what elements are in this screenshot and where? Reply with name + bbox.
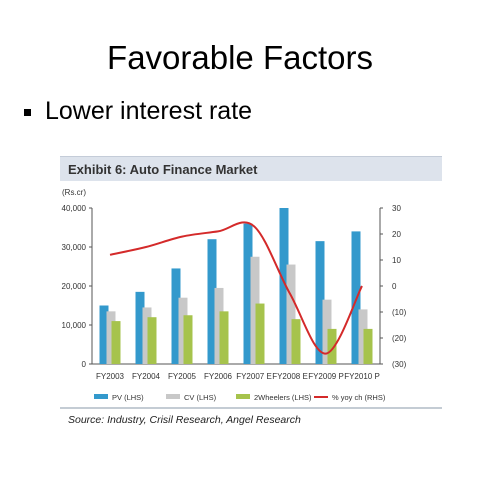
bar-pv: [207, 239, 217, 364]
right-tick-label: (20): [392, 334, 407, 343]
x-tick-label: FY2008 E: [272, 372, 308, 381]
x-tick-label: FY2007 E: [236, 372, 272, 381]
bar-cv: [178, 297, 188, 364]
bar-cv: [358, 309, 368, 364]
legend-label: % yoy ch (RHS): [332, 393, 386, 402]
x-tick-label: FY2005: [168, 372, 197, 381]
bar-2wheelers: [291, 319, 301, 364]
bar-pv: [99, 305, 109, 364]
left-tick-label: 0: [82, 360, 87, 369]
bar-pv: [279, 208, 289, 364]
bullet-text: Lower interest rate: [45, 97, 253, 125]
bar-cv: [106, 311, 116, 364]
bar-cv: [214, 287, 224, 364]
bar-cv: [250, 256, 260, 364]
bar-pv: [243, 223, 253, 364]
right-tick-label: (10): [392, 308, 407, 317]
right-tick-label: (30): [392, 360, 407, 369]
slide-title: Favorable Factors: [107, 39, 373, 76]
x-tick-label: FY2010 P: [344, 372, 380, 381]
bar-2wheelers: [327, 328, 337, 364]
bar-pv: [171, 268, 181, 364]
right-tick-label: 20: [392, 230, 401, 239]
legend-label: 2Wheelers (LHS): [254, 393, 312, 402]
legend-label: PV (LHS): [112, 393, 144, 402]
bar-pv: [135, 291, 145, 364]
source-note: Source: Industry, Crisil Research, Angel…: [68, 414, 301, 426]
bar-pv: [315, 241, 325, 364]
left-tick-label: 20,000: [62, 282, 87, 291]
bar-cv: [286, 264, 296, 364]
right-tick-label: 30: [392, 204, 401, 213]
bar-2wheelers: [363, 328, 373, 364]
bar-2wheelers: [183, 315, 193, 364]
legend-swatch: [166, 394, 180, 399]
line-yoy-change: [109, 221, 363, 355]
bar-2wheelers: [147, 317, 157, 364]
right-tick-label: 10: [392, 256, 401, 265]
left-tick-label: 40,000: [62, 204, 87, 213]
bullet-item: Lower interest rate: [24, 96, 252, 126]
x-tick-label: FY2006: [204, 372, 233, 381]
left-axis-unit-label: (Rs.cr): [62, 188, 86, 197]
legend-swatch: [94, 394, 108, 399]
bar-2wheelers: [219, 311, 229, 364]
x-tick-label: FY2009 P: [308, 372, 344, 381]
bar-cv: [142, 307, 152, 364]
x-tick-label: FY2003: [96, 372, 125, 381]
legend-label: CV (LHS): [184, 393, 217, 402]
bar-2wheelers: [111, 321, 121, 364]
right-tick-label: 0: [392, 282, 397, 291]
exhibit-box: Exhibit 6: Auto Finance Market: [60, 156, 442, 181]
bar-cv: [322, 299, 332, 364]
bar-2wheelers: [255, 303, 265, 364]
legend-swatch: [236, 394, 250, 399]
bullet-square-icon: [24, 108, 31, 116]
exhibit-header: Exhibit 6: Auto Finance Market: [60, 156, 442, 181]
left-tick-label: 30,000: [62, 243, 87, 252]
left-tick-label: 10,000: [62, 321, 87, 330]
x-tick-label: FY2004: [132, 372, 161, 381]
